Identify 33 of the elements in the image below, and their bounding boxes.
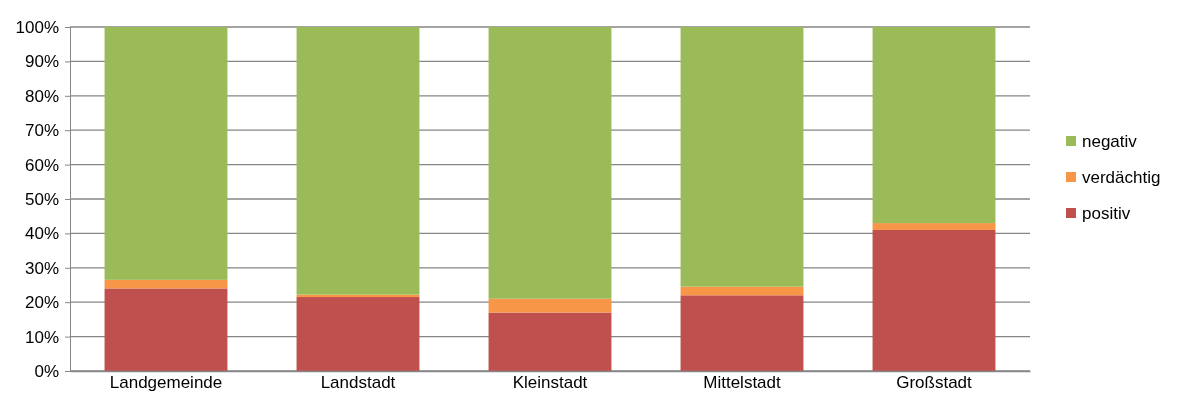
- bar: [872, 223, 996, 230]
- bar: [104, 279, 228, 289]
- x-tick-label: Landgemeinde: [109, 373, 223, 392]
- x-tick-label: Kleinstadt: [512, 373, 588, 392]
- y-tick-label: 70%: [24, 121, 59, 141]
- bar: [488, 312, 612, 371]
- y-tick-label: 80%: [24, 86, 59, 106]
- x-tick-label: Landstadt: [320, 373, 396, 392]
- bar: [488, 27, 612, 299]
- y-tick-label: 0%: [34, 361, 59, 381]
- legend-label: negativ: [1082, 132, 1138, 151]
- bar: [680, 27, 804, 287]
- legend-label: verdächtig: [1082, 168, 1161, 187]
- y-tick-label: 60%: [24, 155, 59, 175]
- bar: [296, 27, 420, 295]
- bar: [104, 288, 228, 371]
- bar: [680, 295, 804, 371]
- y-tick-label: 30%: [24, 258, 59, 278]
- y-tick-label: 10%: [24, 327, 59, 347]
- x-tick-label: Mittelstadt: [703, 373, 782, 392]
- y-tick-label: 20%: [24, 293, 59, 313]
- y-tick-label: 40%: [24, 224, 59, 244]
- y-tick-label: 100%: [15, 17, 59, 37]
- bar: [872, 27, 996, 224]
- bar: [680, 286, 804, 296]
- bar: [104, 27, 228, 280]
- bar: [488, 298, 612, 313]
- y-tick-label: 50%: [24, 189, 59, 209]
- y-tick-label: 90%: [24, 52, 59, 72]
- bar: [296, 297, 420, 371]
- legend-label: positiv: [1082, 204, 1131, 223]
- bar: [872, 229, 996, 371]
- x-tick-label: Großstadt: [896, 373, 973, 392]
